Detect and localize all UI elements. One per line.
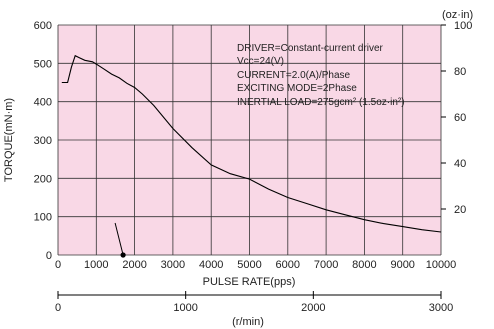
y-tick-label: 200 (34, 173, 52, 185)
secondary-x-axis: 0 1000 2000 3000 (55, 291, 453, 314)
x-tick-label: 1000 (84, 259, 108, 271)
y-tick-label: 100 (34, 212, 52, 224)
secondary-tick-marks: 0 1000 2000 3000 (55, 291, 453, 314)
x-tick-label: 4000 (199, 259, 223, 271)
x-tick-label: 2000 (122, 259, 146, 271)
annotation-line: EXCITING MODE=2Phase (237, 83, 357, 94)
y-tick-label: 600 (34, 20, 52, 32)
y-tick-label: 400 (34, 97, 52, 109)
annotation-line: DRIVER=Constant-current driver (237, 43, 384, 54)
x-tick-label: 7000 (314, 259, 338, 271)
grid (57, 24, 442, 256)
right-y-tick-label: 20 (454, 204, 466, 216)
x-tick-label: 6000 (276, 259, 300, 271)
marker-point (120, 252, 126, 258)
marker-pointer-line (114, 222, 124, 256)
right-y-tick-label: 80 (454, 66, 466, 78)
x-tick-label: 8000 (352, 259, 376, 271)
annotation-line: INERTIAL LOAD=275gcm² (1.5oz·in²) (237, 97, 405, 108)
secondary-tick-label: 3000 (429, 302, 453, 314)
annotation-line: CURRENT=2.0(A)/Phase (237, 70, 351, 81)
y-tick-label: 0 (46, 250, 52, 262)
x-tick-label: 10000 (426, 259, 457, 271)
x-tick-label: 0 (55, 259, 61, 271)
secondary-x-axis-label: (r/min) (232, 316, 264, 328)
y-axis-label: TORQUE(mN·m) (3, 98, 15, 182)
x-tick-label: 5000 (237, 259, 261, 271)
right-y-tick-label: 40 (454, 158, 466, 170)
y-tick-label: 300 (34, 135, 52, 147)
x-tick-label: 3000 (161, 259, 185, 271)
secondary-tick-label: 2000 (301, 302, 325, 314)
secondary-tick-label: 0 (55, 302, 61, 314)
y-tick-label: 500 (34, 58, 52, 70)
y-tick-labels: 0 100 200 300 400 500 600 (34, 20, 52, 262)
annotation-block: DRIVER=Constant-current driver Vcc=24(V)… (237, 43, 405, 108)
x-axis-label: PULSE RATE(pps) (203, 276, 296, 288)
x-tick-labels: 0 1000 2000 3000 4000 5000 6000 7000 8000 9000 100… (55, 259, 456, 271)
secondary-tick-label: 1000 (173, 302, 197, 314)
right-axis-unit: (oz·in) (442, 9, 473, 21)
annotation-line: Vcc=24(V) (237, 56, 284, 67)
right-y-tick-label: 100 (454, 20, 472, 32)
right-y-tick-labels: 20 40 60 80 100 (441, 20, 472, 216)
right-y-tick-label: 60 (454, 112, 466, 124)
torque-curve (61, 54, 442, 233)
x-tick-label: 9000 (390, 259, 414, 271)
